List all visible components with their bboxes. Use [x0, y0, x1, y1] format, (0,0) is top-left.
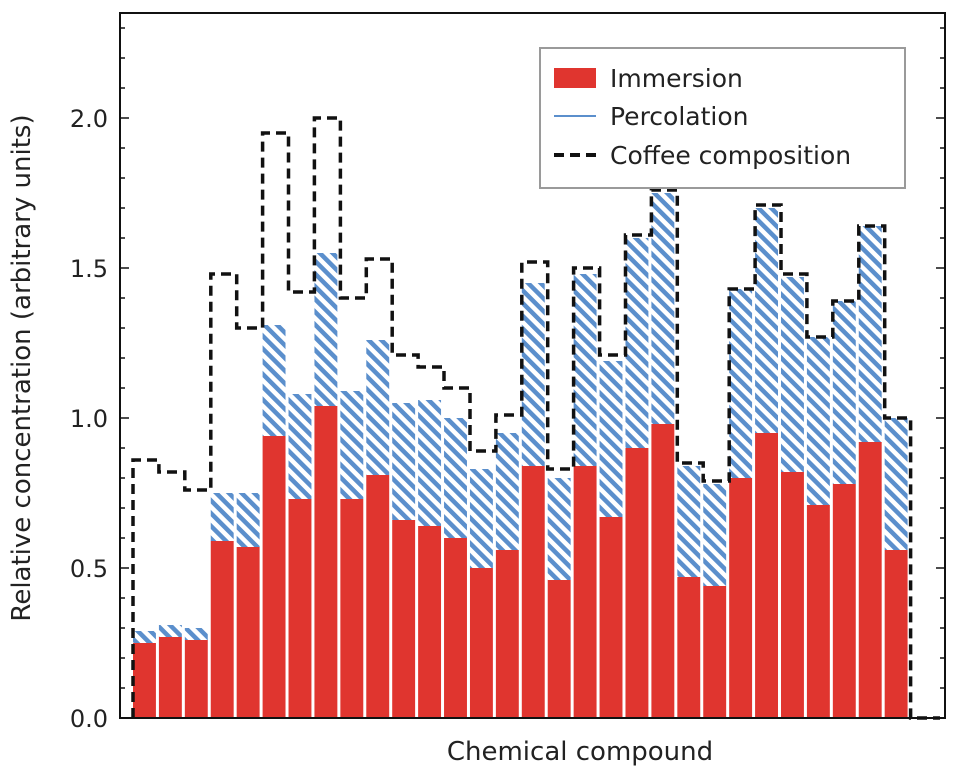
immersion-bar	[158, 637, 182, 718]
immersion-bar	[340, 499, 364, 718]
percolation-bar	[418, 400, 442, 526]
percolation-bar	[158, 625, 182, 637]
percolation-bar	[781, 277, 804, 472]
immersion-bar	[832, 484, 856, 718]
y-axis-label: Relative concentration (arbitrary units)	[7, 114, 37, 621]
legend-frame	[539, 47, 906, 189]
percolation-bar	[729, 289, 753, 478]
immersion-bar	[288, 499, 312, 718]
plot-frame	[119, 12, 946, 719]
immersion-bar	[573, 466, 597, 718]
percolation-bar	[469, 469, 493, 568]
immersion-bar	[184, 640, 208, 718]
axes-layer: 0.0 0.5 1.0 1.5 2.0	[70, 12, 946, 733]
percolation-bar	[625, 238, 649, 448]
percolation-bar	[210, 493, 234, 541]
y-tick-label: 1.0	[70, 405, 108, 433]
percolation-bar	[858, 226, 882, 442]
percolation-bar	[755, 208, 778, 433]
bars-layer	[133, 193, 908, 718]
legend-label-percolation: Percolation	[610, 102, 749, 131]
immersion-bar	[729, 478, 753, 718]
x-axis-label: Chemical compound	[447, 737, 713, 767]
percolation-bar	[703, 484, 727, 586]
percolation-bar	[832, 301, 856, 484]
y-tick-label: 0.0	[70, 705, 108, 733]
percolation-bar	[340, 391, 364, 499]
percolation-bar	[677, 466, 701, 577]
immersion-bar	[210, 541, 234, 718]
immersion-bar	[651, 424, 675, 718]
immersion-bar	[806, 505, 830, 718]
percolation-bar	[133, 631, 156, 643]
immersion-bar	[547, 580, 571, 718]
immersion-bar	[677, 577, 701, 718]
percolation-bar	[547, 478, 571, 580]
immersion-bar	[236, 547, 260, 718]
immersion-bar	[703, 586, 727, 718]
percolation-bar	[366, 340, 390, 475]
immersion-bar	[314, 406, 338, 718]
immersion-bar	[418, 526, 442, 718]
percolation-bar	[651, 193, 675, 424]
percolation-bar	[495, 433, 519, 550]
immersion-bar	[392, 520, 416, 718]
y-tick-label: 1.5	[70, 255, 108, 283]
legend: Immersion Percolation Coffee composition	[539, 47, 906, 189]
percolation-bar	[288, 394, 312, 499]
percolation-bar	[392, 403, 416, 520]
immersion-bar	[884, 550, 908, 718]
immersion-bar	[133, 643, 156, 718]
immersion-bar	[444, 538, 467, 718]
y-tick-label: 0.5	[70, 555, 108, 583]
legend-swatch-immersion	[554, 68, 596, 88]
immersion-bar	[262, 436, 286, 718]
percolation-bar	[184, 628, 208, 640]
immersion-bar	[495, 550, 519, 718]
percolation-bar	[806, 337, 830, 505]
immersion-bar	[858, 442, 882, 718]
immersion-bar	[521, 466, 545, 718]
immersion-bar	[781, 472, 804, 718]
percolation-bar	[262, 325, 286, 436]
percolation-bar	[444, 418, 467, 538]
percolation-bar	[314, 253, 338, 406]
coffee-composition-layer	[131, 116, 940, 720]
percolation-bar	[236, 493, 260, 547]
immersion-bar	[469, 568, 493, 718]
legend-label-immersion: Immersion	[610, 64, 743, 93]
immersion-bar	[599, 517, 623, 718]
immersion-bar	[625, 448, 649, 718]
percolation-bar	[599, 361, 623, 517]
percolation-bar	[573, 274, 597, 466]
immersion-bar	[755, 433, 778, 718]
legend-label-coffee-composition: Coffee composition	[610, 141, 851, 170]
y-tick-label: 2.0	[70, 105, 108, 133]
immersion-bar	[366, 475, 390, 718]
percolation-bar	[521, 283, 545, 466]
coffee-composition-line	[131, 116, 940, 720]
percolation-bar	[884, 418, 908, 550]
